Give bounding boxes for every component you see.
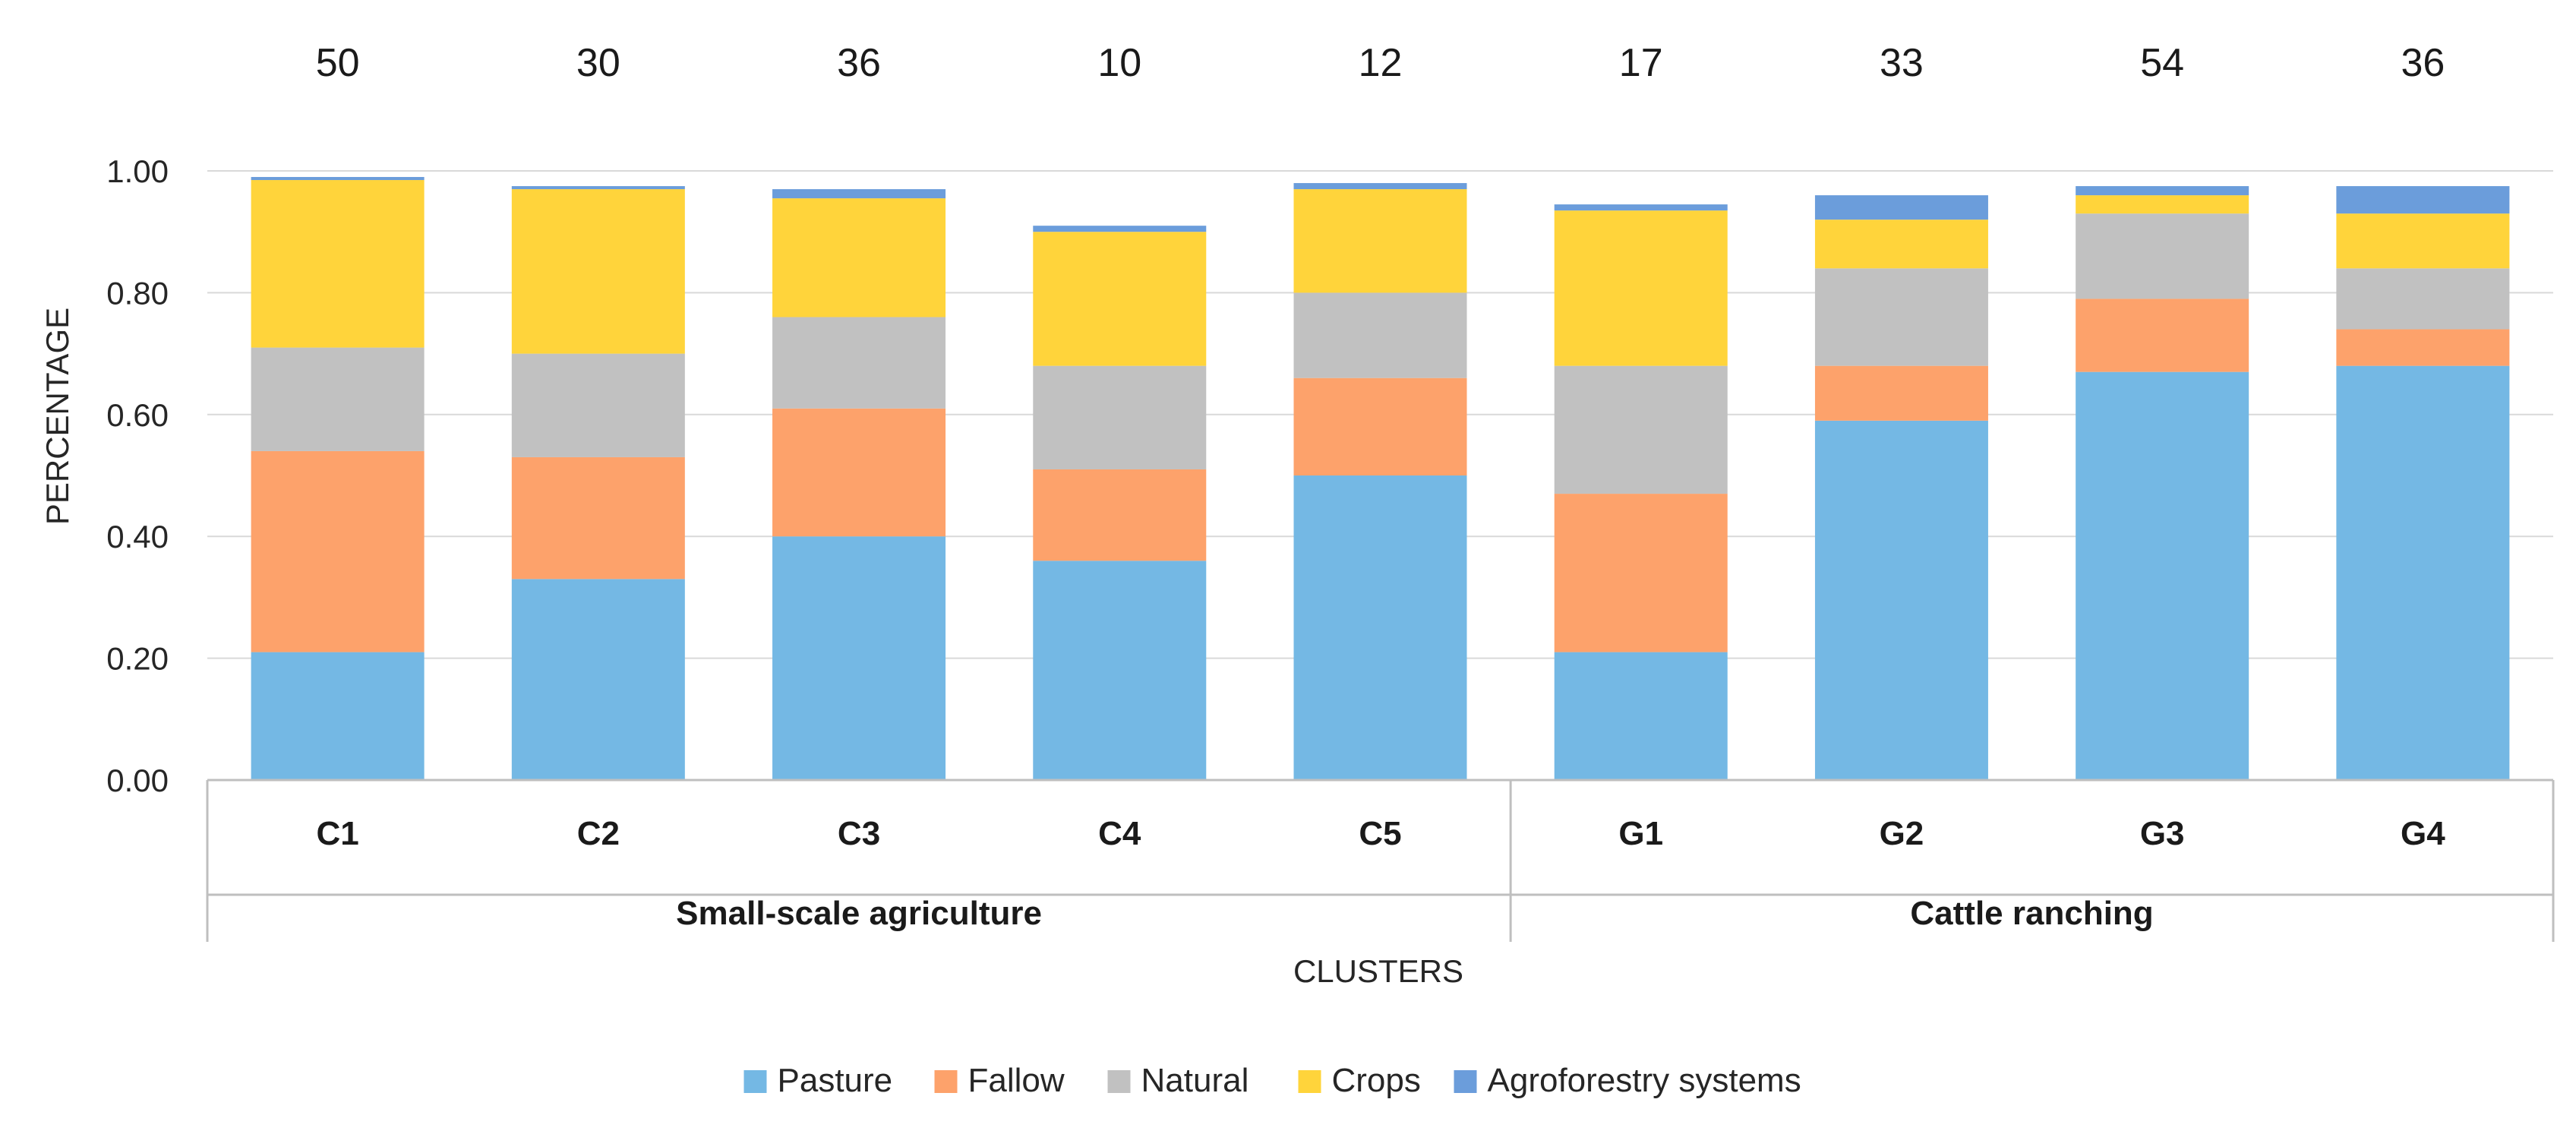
bar-C4-fallow — [1033, 469, 1207, 561]
bar-G3-natural — [2076, 213, 2249, 299]
bar-C1-natural — [251, 347, 425, 451]
legend-swatch — [1454, 1070, 1477, 1093]
bar-G3-pasture — [2076, 371, 2249, 780]
bar-C5-fallow — [1293, 377, 1467, 475]
bar-G3-agroforestry-systems — [2076, 186, 2249, 196]
bar-C2-pasture — [511, 579, 685, 780]
x-axis-title: CLUSTERS — [1293, 953, 1463, 989]
y-tick-label: 0.20 — [106, 641, 169, 677]
legend-item-pasture: Pasture — [743, 1062, 893, 1099]
count-label-G1: 17 — [1619, 41, 1663, 85]
bar-G1-natural — [1554, 365, 1728, 494]
category-label-C4: C4 — [1098, 815, 1141, 852]
category-label-C1: C1 — [316, 815, 358, 852]
bar-C1-pasture — [251, 652, 425, 780]
bar-C1-crops — [251, 180, 425, 348]
bar-C3-pasture — [772, 536, 946, 780]
axes — [206, 779, 2555, 942]
bar-C1-fallow — [251, 450, 425, 652]
bar-C2-agroforestry-systems — [511, 186, 685, 190]
bar-C2-natural — [511, 353, 685, 457]
legend-label: Crops — [1332, 1062, 1421, 1099]
legend-item-agroforestry-systems: Agroforestry systems — [1454, 1062, 1801, 1099]
bar-C2-crops — [511, 189, 685, 354]
count-label-G2: 33 — [1880, 41, 1924, 85]
bar-G2-natural — [1814, 268, 1988, 366]
category-label-G4: G4 — [2401, 815, 2445, 852]
bar-C4-crops — [1033, 232, 1207, 366]
group-label: Small-scale agriculture — [676, 895, 1042, 932]
count-label-C2: 30 — [576, 41, 620, 85]
bar-G2-agroforestry-systems — [1814, 195, 1988, 220]
legend-label: Fallow — [968, 1062, 1065, 1099]
count-label-C3: 36 — [837, 41, 881, 85]
y-tick-label: 1.00 — [106, 153, 169, 189]
bar-G1-fallow — [1554, 494, 1728, 652]
bar-C2-fallow — [511, 456, 685, 580]
labels: 0.00 0.20 0.40 0.60 0.80 1.00 50 C1 30 C2 36 C3 10 C4… — [106, 41, 2445, 932]
bar-G2-fallow — [1814, 365, 1988, 421]
bar-C3-agroforestry-systems — [772, 189, 946, 199]
legend-label: Pasture — [778, 1062, 893, 1099]
bar-G4-crops — [2336, 213, 2510, 269]
bars — [251, 177, 2510, 780]
bar-C5-pasture — [1293, 475, 1467, 780]
group-label: Cattle ranching — [1910, 895, 2153, 932]
category-label-G2: G2 — [1880, 815, 1924, 852]
count-label-C4: 10 — [1097, 41, 1141, 85]
legend-item-fallow: Fallow — [934, 1062, 1065, 1099]
bar-G2-pasture — [1814, 420, 1988, 780]
legend-swatch — [1298, 1070, 1321, 1093]
bar-G1-crops — [1554, 210, 1728, 366]
bar-G4-pasture — [2336, 365, 2510, 780]
bar-C1-agroforestry-systems — [251, 177, 425, 181]
category-label-G1: G1 — [1618, 815, 1663, 852]
category-label-G3: G3 — [2140, 815, 2185, 852]
bar-G3-fallow — [2076, 299, 2249, 372]
bar-C4-natural — [1033, 365, 1207, 469]
bar-C5-agroforestry-systems — [1293, 183, 1467, 190]
count-label-C1: 50 — [316, 41, 360, 85]
bar-C3-fallow — [772, 408, 946, 537]
bar-G4-agroforestry-systems — [2336, 186, 2510, 214]
y-axis-title: PERCENTAGE — [39, 308, 75, 525]
legend-item-natural: Natural — [1107, 1062, 1249, 1099]
bar-C5-natural — [1293, 292, 1467, 378]
count-label-G4: 36 — [2401, 41, 2445, 85]
category-label-C5: C5 — [1359, 815, 1401, 852]
bar-G4-natural — [2336, 268, 2510, 330]
bar-G1-pasture — [1554, 652, 1728, 780]
legend-swatch — [743, 1070, 767, 1093]
bar-G2-crops — [1814, 220, 1988, 269]
y-tick-label: 0.60 — [106, 397, 169, 433]
category-label-C3: C3 — [838, 815, 880, 852]
bar-C3-natural — [772, 317, 946, 409]
category-label-C2: C2 — [577, 815, 620, 852]
bar-G3-crops — [2076, 195, 2249, 214]
bar-G4-fallow — [2336, 329, 2510, 366]
legend-label: Natural — [1141, 1062, 1249, 1099]
legend: Pasture Fallow Natural Crops Agroforestry sy… — [743, 1062, 1801, 1099]
y-tick-label: 0.00 — [106, 763, 169, 798]
legend-swatch — [934, 1070, 958, 1093]
bar-C3-crops — [772, 198, 946, 317]
legend-swatch — [1107, 1070, 1131, 1093]
legend-item-crops: Crops — [1298, 1062, 1421, 1099]
legend-label: Agroforestry systems — [1488, 1062, 1801, 1099]
y-tick-label: 0.80 — [106, 275, 169, 311]
count-label-G3: 54 — [2140, 41, 2184, 85]
bar-C4-pasture — [1033, 561, 1207, 780]
bar-G1-agroforestry-systems — [1554, 204, 1728, 211]
bar-C4-agroforestry-systems — [1033, 226, 1207, 232]
y-tick-label: 0.40 — [106, 519, 169, 554]
count-label-C5: 12 — [1359, 41, 1403, 85]
bar-C5-crops — [1293, 189, 1467, 293]
